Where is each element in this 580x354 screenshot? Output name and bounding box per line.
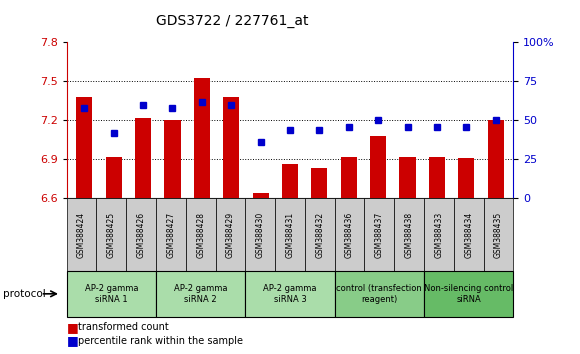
- Text: GSM388425: GSM388425: [107, 211, 116, 258]
- Text: GSM388434: GSM388434: [464, 211, 473, 258]
- Text: GSM388436: GSM388436: [345, 211, 354, 258]
- Bar: [194, 78, 210, 198]
- Bar: [370, 136, 386, 198]
- Bar: [223, 97, 240, 198]
- Text: protocol: protocol: [3, 289, 46, 299]
- Text: GSM388432: GSM388432: [316, 211, 324, 258]
- Text: GSM388438: GSM388438: [405, 211, 414, 258]
- Text: GSM388426: GSM388426: [137, 211, 146, 258]
- Bar: [76, 97, 92, 198]
- Text: GDS3722 / 227761_at: GDS3722 / 227761_at: [156, 14, 308, 28]
- Text: GSM388427: GSM388427: [166, 211, 175, 258]
- Bar: [282, 165, 298, 198]
- Bar: [311, 169, 328, 198]
- Text: GSM388435: GSM388435: [494, 211, 503, 258]
- Text: GSM388431: GSM388431: [285, 211, 295, 258]
- Bar: [252, 193, 269, 198]
- Text: GSM388429: GSM388429: [226, 211, 235, 258]
- Text: ■: ■: [67, 334, 78, 347]
- Text: Non-silencing control
siRNA: Non-silencing control siRNA: [424, 284, 513, 303]
- Text: AP-2 gamma
siRNA 2: AP-2 gamma siRNA 2: [174, 284, 227, 303]
- Bar: [340, 157, 357, 198]
- Text: transformed count: transformed count: [78, 322, 169, 332]
- Bar: [488, 120, 504, 198]
- Bar: [135, 118, 151, 198]
- Text: ■: ■: [67, 321, 78, 334]
- Bar: [429, 157, 445, 198]
- Text: control (transfection
reagent): control (transfection reagent): [336, 284, 422, 303]
- Bar: [164, 120, 180, 198]
- Text: GSM388424: GSM388424: [77, 211, 86, 258]
- Text: GSM388437: GSM388437: [375, 211, 384, 258]
- Text: AP-2 gamma
siRNA 1: AP-2 gamma siRNA 1: [85, 284, 138, 303]
- Text: GSM388433: GSM388433: [434, 211, 443, 258]
- Text: GSM388430: GSM388430: [256, 211, 264, 258]
- Bar: [458, 158, 474, 198]
- Bar: [106, 157, 122, 198]
- Text: AP-2 gamma
siRNA 3: AP-2 gamma siRNA 3: [263, 284, 317, 303]
- Text: GSM388428: GSM388428: [196, 212, 205, 257]
- Bar: [400, 157, 416, 198]
- Text: percentile rank within the sample: percentile rank within the sample: [78, 336, 243, 346]
